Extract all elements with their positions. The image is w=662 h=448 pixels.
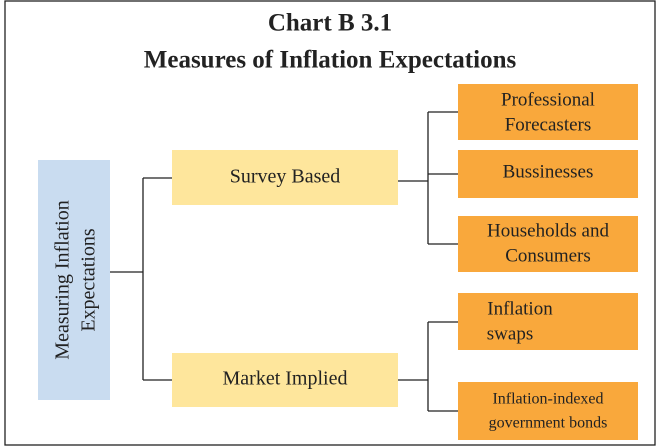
leaf-label: swaps	[487, 323, 533, 344]
leaf-node	[458, 216, 638, 272]
branch-label: Survey Based	[230, 166, 341, 188]
branch-label: Market Implied	[223, 368, 348, 390]
leaf-node	[458, 84, 638, 140]
leaf-label: government bonds	[489, 415, 608, 432]
leaf-node	[458, 150, 638, 198]
leaf-label: Inflation	[487, 298, 553, 319]
frame	[4, 0, 656, 446]
leaf-node	[458, 293, 638, 350]
leaf-label: Forecasters	[505, 114, 592, 135]
branch-node	[172, 150, 398, 205]
root-node	[38, 160, 110, 400]
title: Measures of Inflation Expectations	[144, 47, 517, 74]
title: Chart B 3.1	[268, 10, 392, 37]
leaf-label: Professional	[501, 89, 595, 110]
leaf-node	[458, 382, 638, 440]
root-label: Measuring Inflation	[52, 200, 74, 359]
leaf-label: Inflation-indexed	[492, 391, 603, 408]
leaf-label: Consumers	[505, 245, 591, 266]
root-label: Expectations	[78, 228, 100, 332]
connectors	[110, 111, 458, 412]
branch-node	[172, 353, 398, 407]
leaf-label: Bussinesses	[503, 161, 594, 182]
leaf-label: Households and	[487, 220, 609, 241]
